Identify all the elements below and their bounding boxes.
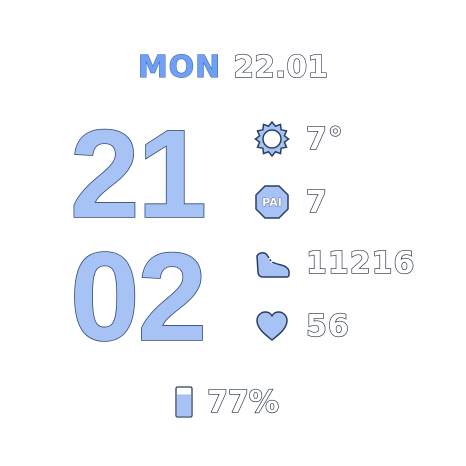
pai-stat[interactable]: PAI 7 (252, 179, 328, 225)
battery-icon (175, 386, 193, 418)
steps-value: 11216 (305, 245, 416, 281)
battery-level-fill (177, 394, 192, 416)
time-hour: 21 (69, 105, 208, 244)
battery-percent: 77% (206, 384, 279, 420)
temperature-value: 7° (305, 121, 344, 157)
pai-badge-label: PAI (262, 196, 282, 209)
weekday-label: MON (137, 49, 222, 85)
heart-icon (252, 306, 292, 346)
pai-badge-icon: PAI (252, 182, 292, 222)
battery-row[interactable]: 77% (0, 380, 466, 424)
time-display: 21 02 (69, 105, 230, 367)
heart-rate-value: 56 (305, 308, 350, 344)
temperature-stat[interactable]: 7° (252, 116, 344, 162)
time-minute: 02 (69, 228, 208, 367)
heart-rate-stat[interactable]: 56 (252, 303, 350, 349)
pai-value: 7 (305, 184, 328, 220)
sun-icon (252, 119, 292, 159)
shoe-icon (252, 243, 292, 283)
date-row: MON 22.01 (0, 42, 466, 92)
date-label: 22.01 (233, 49, 329, 85)
steps-stat[interactable]: 11216 (252, 240, 415, 286)
